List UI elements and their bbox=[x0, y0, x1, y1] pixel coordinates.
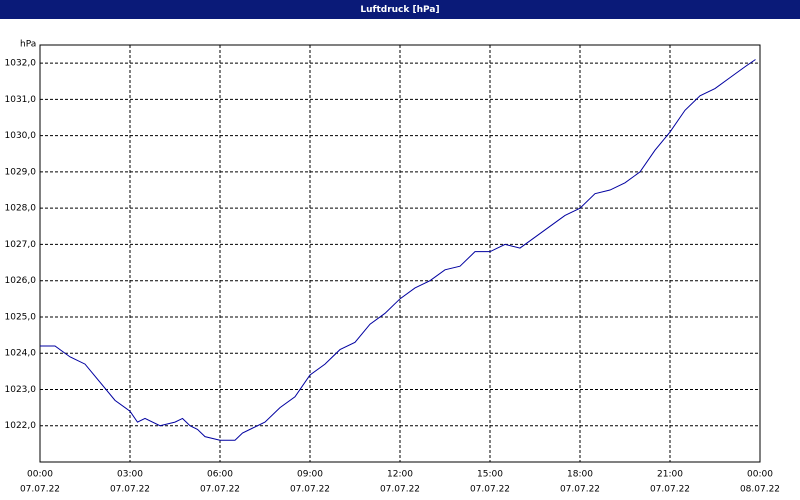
x-tick-date: 07.07.22 bbox=[380, 485, 420, 495]
y-tick-label: 1022,0 bbox=[5, 421, 37, 431]
x-tick-date: 07.07.22 bbox=[290, 485, 330, 495]
chart-title: Luftdruck [hPa] bbox=[360, 5, 439, 15]
x-tick-date: 07.07.22 bbox=[650, 485, 690, 495]
x-tick-label: 18:00 bbox=[567, 470, 593, 480]
x-tick-date: 07.07.22 bbox=[560, 485, 600, 495]
x-tick-label: 06:00 bbox=[207, 470, 233, 480]
y-tick-label: 1025,0 bbox=[5, 312, 37, 322]
x-tick-label: 03:00 bbox=[117, 470, 143, 480]
x-tick-label: 21:00 bbox=[657, 470, 683, 480]
x-tick-label: 00:00 bbox=[27, 470, 53, 480]
x-tick-date: 07.07.22 bbox=[110, 485, 150, 495]
x-tick-label: 12:00 bbox=[387, 470, 413, 480]
y-tick-label: 1028,0 bbox=[5, 204, 37, 214]
x-tick-date: 07.07.22 bbox=[200, 485, 240, 495]
y-tick-label: 1023,0 bbox=[5, 385, 37, 395]
y-tick-label: 1031,0 bbox=[5, 95, 37, 105]
y-tick-label: 1027,0 bbox=[5, 240, 37, 250]
y-tick-label: 1024,0 bbox=[5, 349, 37, 359]
y-tick-label: 1029,0 bbox=[5, 167, 37, 177]
y-tick-label: 1032,0 bbox=[5, 59, 37, 69]
y-tick-label: 1030,0 bbox=[5, 131, 37, 141]
x-tick-date: 07.07.22 bbox=[20, 485, 60, 495]
x-tick-date: 07.07.22 bbox=[470, 485, 510, 495]
title-bar bbox=[0, 0, 800, 19]
data-line bbox=[40, 59, 756, 441]
y-axis-label: hPa bbox=[20, 40, 36, 50]
x-tick-label: 15:00 bbox=[477, 470, 503, 480]
y-tick-label: 1026,0 bbox=[5, 276, 37, 286]
x-tick-label: 09:00 bbox=[297, 470, 323, 480]
x-tick-date: 08.07.22 bbox=[740, 485, 780, 495]
x-tick-label: 00:00 bbox=[747, 470, 773, 480]
